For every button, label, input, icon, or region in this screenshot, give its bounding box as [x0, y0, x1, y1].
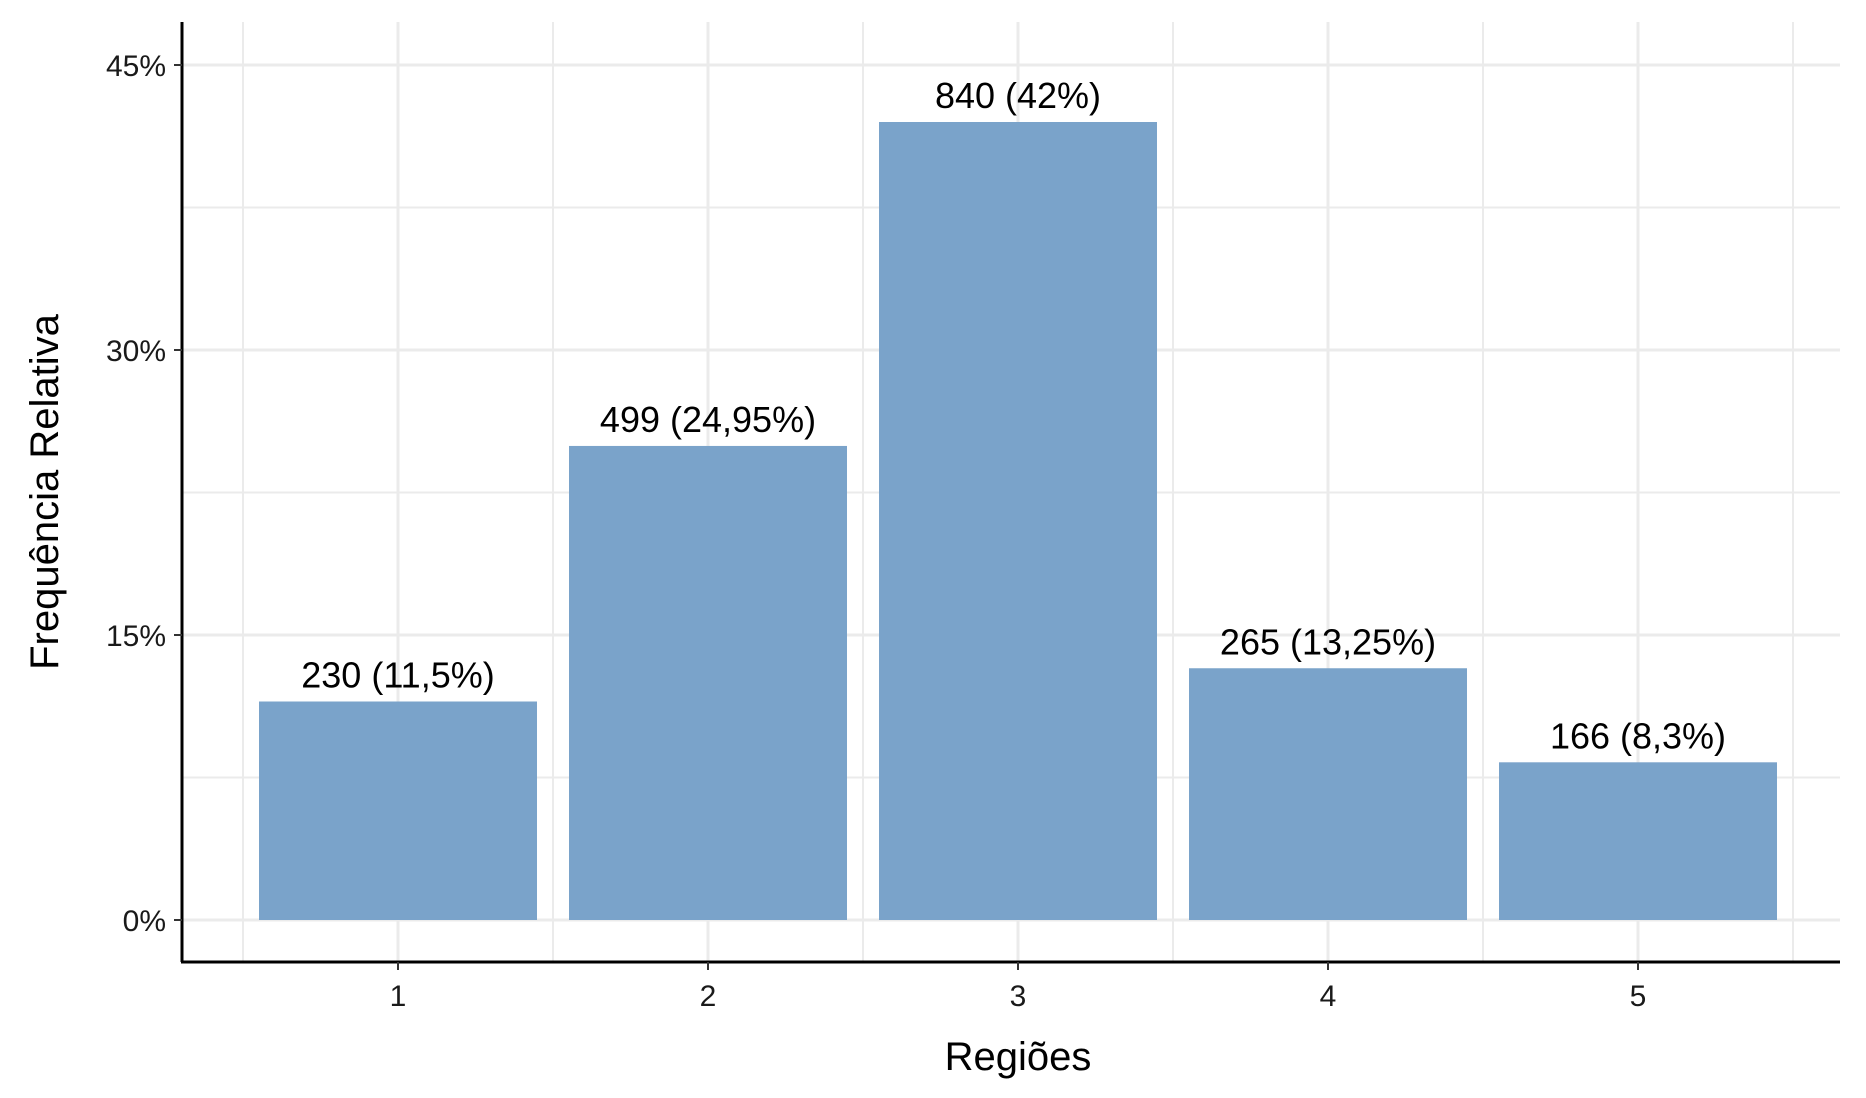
x-tick-label: 5 [1630, 980, 1647, 1013]
x-axis-title: Regiões [945, 1035, 1092, 1079]
data-labels: 230 (11,5%) 499 (24,95%) 840 (42%) 265 (13,… [301, 75, 1726, 756]
x-tick-label: 3 [1010, 980, 1027, 1013]
y-tick-label: 0% [123, 905, 166, 938]
x-tick-label: 2 [700, 980, 717, 1013]
bar-data-label: 265 (13,25%) [1220, 621, 1436, 662]
bar [879, 122, 1157, 920]
y-tick-label: 45% [106, 50, 166, 83]
bar-data-label: 840 (42%) [935, 75, 1101, 116]
bar-data-label: 230 (11,5%) [301, 655, 494, 696]
y-axis-title: Frequência Relativa [23, 313, 67, 669]
bar-data-label: 499 (24,95%) [600, 399, 816, 440]
y-tick-label: 15% [106, 620, 166, 653]
axes [180, 22, 1840, 964]
bar [569, 445, 847, 920]
x-tick-label: 1 [390, 980, 407, 1013]
y-tick-label: 30% [106, 335, 166, 368]
bars [259, 122, 1777, 920]
bar-data-label: 166 (8,3%) [1550, 715, 1726, 756]
bar [259, 701, 537, 920]
bar [1189, 668, 1467, 920]
x-tick-label: 4 [1320, 980, 1337, 1013]
ticks: 0% 15% 30% 45% 1 2 3 4 5 [106, 50, 1646, 1013]
bar [1499, 762, 1777, 920]
